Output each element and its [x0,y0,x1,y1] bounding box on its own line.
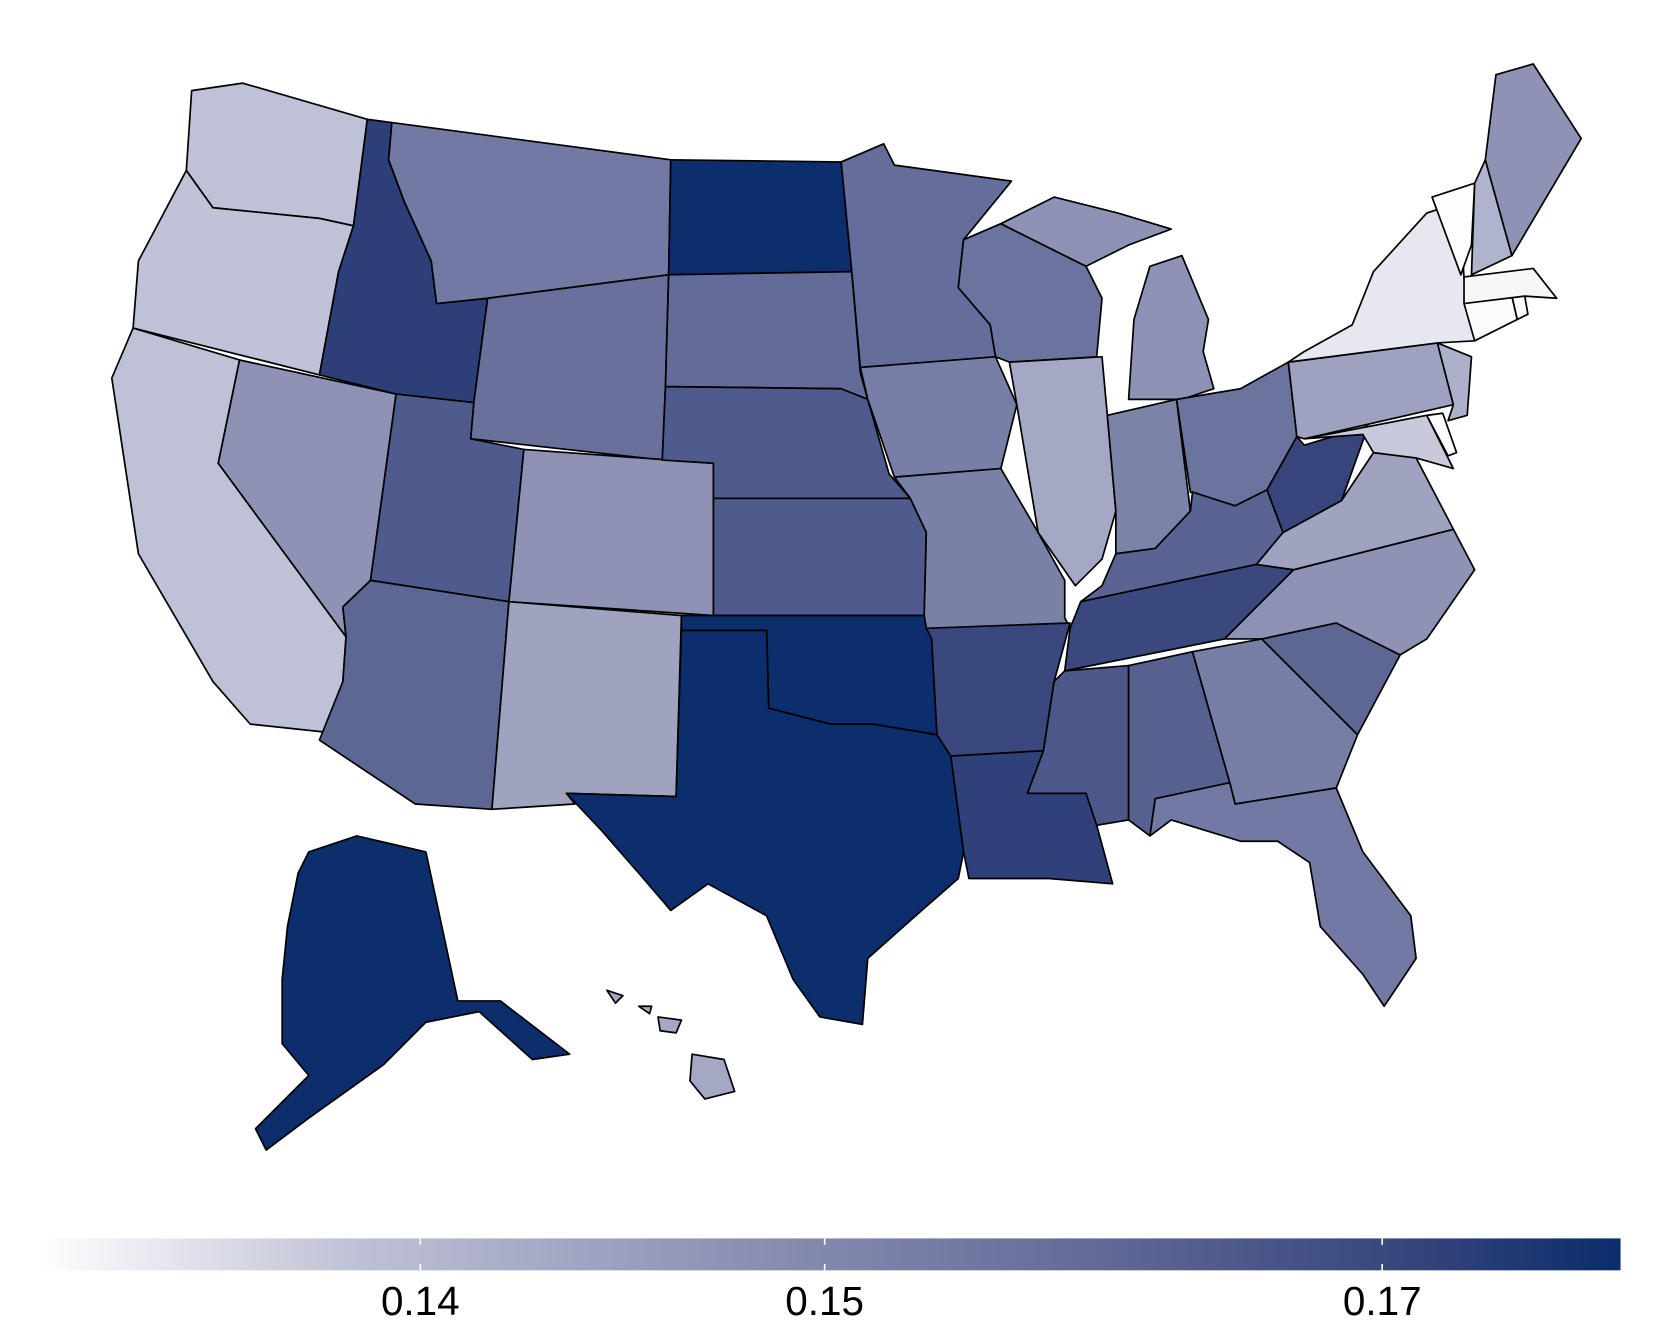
state [664,270,869,401]
colorbar-tick-label: 0.17 [1343,1278,1422,1324]
state [185,82,369,227]
state [318,579,510,811]
state [1000,196,1215,401]
state [565,629,965,1026]
state [1436,342,1473,422]
state [1431,182,1476,276]
states [110,63,1582,1151]
state [712,497,928,617]
state [606,989,736,1100]
state [508,448,715,617]
state [491,600,683,811]
state [254,835,571,1151]
state [1484,63,1582,257]
state [1223,528,1476,656]
colorbar-tick-label: 0.14 [381,1278,460,1324]
colorbar-gradient [37,1238,1621,1271]
colorbar: 0.14 0.15 0.17 [37,1238,1621,1324]
colorbar-tick-label: 0.15 [785,1278,864,1324]
state [469,273,670,461]
state [1463,267,1558,305]
state [1008,355,1117,587]
state [667,158,853,276]
state [1149,781,1417,1008]
state [1425,412,1458,457]
